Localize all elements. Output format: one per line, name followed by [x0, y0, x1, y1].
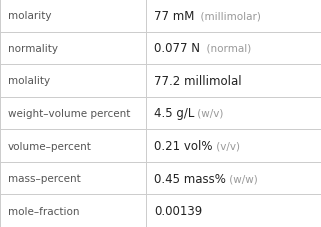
- Text: 77 mM: 77 mM: [154, 10, 195, 23]
- Text: (normal): (normal): [200, 44, 251, 54]
- Text: 0.21 vol%: 0.21 vol%: [154, 139, 213, 152]
- Text: 0.45 mass%: 0.45 mass%: [154, 172, 226, 185]
- Text: (w/w): (w/w): [226, 173, 258, 183]
- Text: (millimolar): (millimolar): [195, 11, 261, 21]
- Text: 0.077 N: 0.077 N: [154, 42, 200, 55]
- Text: mass–percent: mass–percent: [8, 173, 81, 183]
- Text: volume–percent: volume–percent: [8, 141, 92, 151]
- Text: (v/v): (v/v): [213, 141, 239, 151]
- Text: weight–volume percent: weight–volume percent: [8, 109, 130, 118]
- Text: 0.00139: 0.00139: [154, 204, 202, 217]
- Text: normality: normality: [8, 44, 58, 54]
- Text: molality: molality: [8, 76, 50, 86]
- Text: 77.2 millimolal: 77.2 millimolal: [154, 75, 242, 88]
- Text: 4.5 g/L: 4.5 g/L: [154, 107, 195, 120]
- Text: (w/v): (w/v): [195, 109, 224, 118]
- Text: molarity: molarity: [8, 11, 52, 21]
- Text: mole–fraction: mole–fraction: [8, 206, 80, 216]
